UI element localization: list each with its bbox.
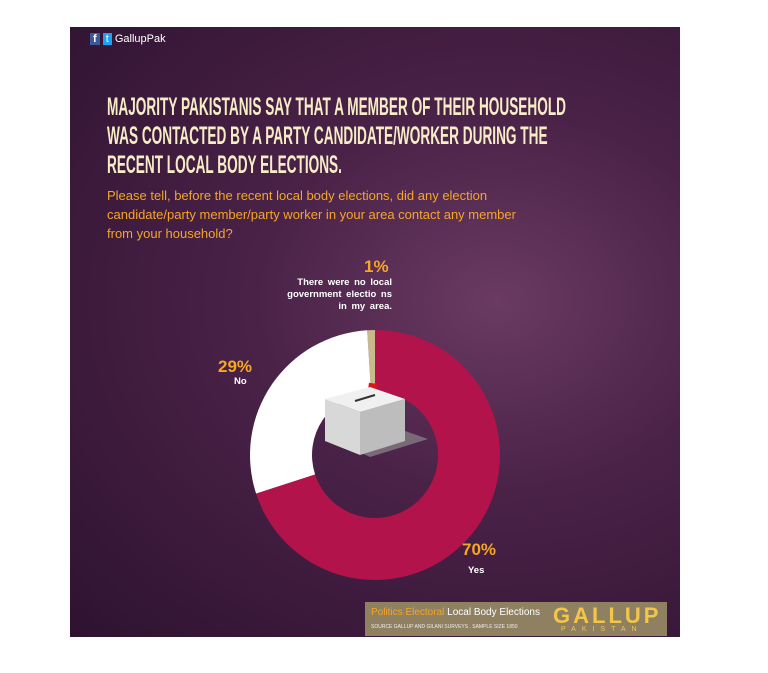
footer-source: SOURCE GALLUP AND GILANI SURVEYS . SAMPL… xyxy=(371,624,518,630)
donut-slice xyxy=(367,330,375,393)
value-label: 1% xyxy=(364,257,389,276)
category-label: No xyxy=(234,376,247,387)
donut-slice xyxy=(256,330,500,581)
logo-sub: PAKISTAN xyxy=(561,626,643,633)
infographic: f t GallupPak MAJORITY PAKISTANIS SAY TH… xyxy=(70,27,680,637)
value-label: 70% xyxy=(462,540,497,559)
footer-subject: Local Body Elections xyxy=(447,607,540,618)
chart xyxy=(249,330,500,581)
brand: f t GallupPak xyxy=(90,33,166,45)
chart-title: MAJORITY PAKISTANIS SAY THAT A MEMBER OF… xyxy=(107,93,566,179)
donut-slice xyxy=(249,330,372,494)
logo: GALLUP xyxy=(553,603,662,628)
footer: Politics Electoral Local Body Elections … xyxy=(365,602,667,636)
footer-topic: Politics Electoral xyxy=(371,607,445,618)
category-label: Yes xyxy=(468,565,485,576)
category-label: There were no local government electio n… xyxy=(287,277,392,312)
brand-name: GallupPak xyxy=(114,33,166,45)
ballot-box xyxy=(325,382,428,457)
chart-subtitle: Please tell, before the recent local bod… xyxy=(107,188,516,241)
value-label: 29% xyxy=(218,357,253,376)
